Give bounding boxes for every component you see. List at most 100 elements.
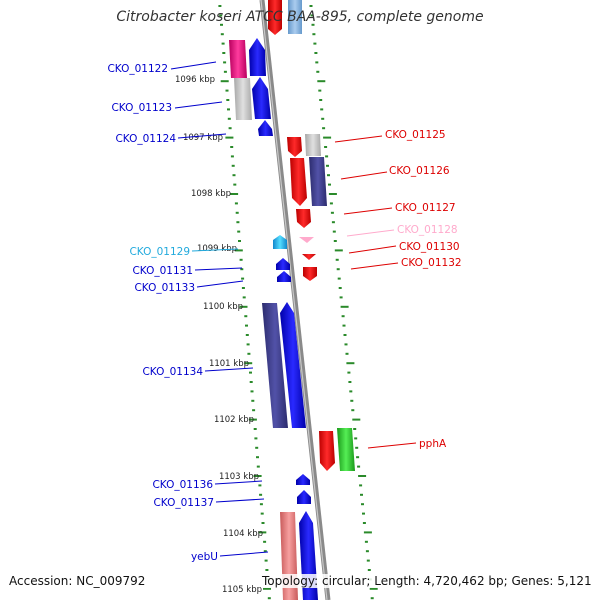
tick-label: 1103 kbp: [219, 472, 259, 482]
scale-tick: [228, 127, 232, 130]
scale-tick: [356, 456, 360, 459]
scale-tick: [265, 569, 269, 571]
gene-label-cko-01137: CKO_01137: [153, 497, 214, 509]
leader-line: [219, 551, 269, 557]
scale-tick: [258, 484, 262, 487]
leader-line: [191, 248, 239, 252]
scale-tick: [227, 117, 231, 120]
gene-cko-01123-gray: [234, 78, 252, 120]
scale-tick-labels: 1096 kbp 1097 kbp 1098 kbp 1099 kbp 1100…: [175, 75, 263, 595]
genome-backbone: [259, 0, 331, 600]
scale-tick: [364, 540, 368, 543]
scale-tick: [321, 117, 325, 120]
gene-label-ppha: pphA: [419, 438, 447, 450]
tick-label: 1101 kbp: [209, 359, 249, 369]
scale-tick: [312, 33, 316, 36]
scale-tick: [261, 522, 265, 524]
scale-tick: [326, 164, 329, 167]
gene-cko-01127: [296, 209, 311, 228]
scale-tick: [236, 221, 240, 224]
scale-tick: [248, 418, 257, 421]
right-scale-dots: [309, 5, 378, 600]
leader-line: [214, 480, 263, 485]
scale-tick: [260, 512, 264, 515]
scale-tick: [309, 5, 313, 7]
scale-tick: [337, 277, 341, 280]
scale-tick: [256, 465, 260, 468]
scale-tick: [251, 399, 255, 402]
scale-tick: [313, 42, 317, 45]
gene-label-cko-01134: CKO_01134: [142, 366, 203, 378]
gene-cko-01129: [273, 235, 287, 249]
scale-tick: [353, 428, 357, 430]
left-scale-dots: [218, 5, 271, 600]
scale-tick: [359, 484, 363, 487]
tick-label: 1097 kbp: [183, 133, 223, 143]
scale-tick: [328, 193, 337, 195]
scale-tick: [311, 23, 315, 26]
scale-tick: [316, 70, 320, 73]
scale-tick: [256, 456, 259, 459]
leader-line: [204, 367, 254, 372]
scale-tick: [352, 418, 361, 421]
scale-tick: [231, 164, 235, 167]
scale-tick: [335, 258, 339, 261]
gene-cko-01134-navy: [262, 303, 288, 428]
scale-tick: [222, 52, 226, 54]
tick-label: 1105 kbp: [222, 585, 262, 595]
gene-label-cko-01125: CKO_01125: [385, 129, 446, 141]
gene-label-cko-01126: CKO_01126: [389, 165, 450, 177]
leader-line: [340, 171, 388, 180]
scale-tick: [258, 531, 267, 534]
scale-tick: [347, 371, 351, 374]
tick-label: 1099 kbp: [197, 244, 237, 254]
gene-cko-01130: [302, 254, 316, 260]
scale-tick: [250, 390, 254, 393]
gene-label-cko-01133: CKO_01133: [134, 282, 195, 294]
scale-tick: [239, 258, 243, 261]
scale-tick: [339, 296, 343, 299]
scale-tick: [320, 108, 324, 111]
scale-tick: [349, 390, 353, 393]
leader-line: [343, 207, 393, 215]
gene-pphA-red: [319, 431, 335, 471]
scale-tick: [342, 324, 346, 327]
gene-label-cko-01131: CKO_01131: [132, 265, 193, 277]
scale-tick: [234, 249, 243, 252]
scale-tick: [341, 315, 345, 318]
scale-tick: [238, 240, 241, 242]
tick-label: 1100 kbp: [203, 302, 243, 312]
leader-line: [215, 498, 265, 503]
scale-tick: [244, 315, 248, 318]
scale-tick: [319, 99, 323, 101]
scale-tick: [253, 475, 262, 477]
scale-tick: [242, 296, 246, 299]
scale-tick: [235, 211, 239, 214]
gene-cko-01125-gray: [305, 134, 321, 156]
scale-tick: [249, 381, 253, 383]
scale-tick: [318, 89, 322, 92]
leader-line: [334, 135, 383, 143]
scale-tick: [346, 362, 355, 365]
gene-cko-01131: [276, 258, 290, 270]
scale-tick: [220, 33, 224, 36]
accession-text: Accession: NC_009792: [9, 574, 146, 588]
leader-line: [348, 245, 397, 254]
scale-tick: [252, 409, 256, 412]
gene-pphA: [337, 428, 355, 471]
genome-title: Citrobacter koseri ATCC BAA-895, complet…: [116, 9, 484, 25]
scale-tick: [355, 446, 359, 449]
tick-label: 1098 kbp: [191, 189, 231, 199]
gene-label-cko-01136: CKO_01136: [152, 479, 213, 491]
scale-tick: [324, 146, 328, 148]
scale-tick: [267, 597, 271, 600]
scale-tick: [314, 52, 318, 54]
leader-line: [170, 61, 217, 70]
scale-tick: [362, 522, 366, 524]
scale-tick: [334, 249, 343, 252]
scale-tick: [219, 14, 223, 17]
scale-tick: [327, 174, 330, 177]
scale-tick: [370, 597, 374, 600]
scale-tick: [325, 155, 329, 158]
scale-tick: [253, 428, 257, 430]
